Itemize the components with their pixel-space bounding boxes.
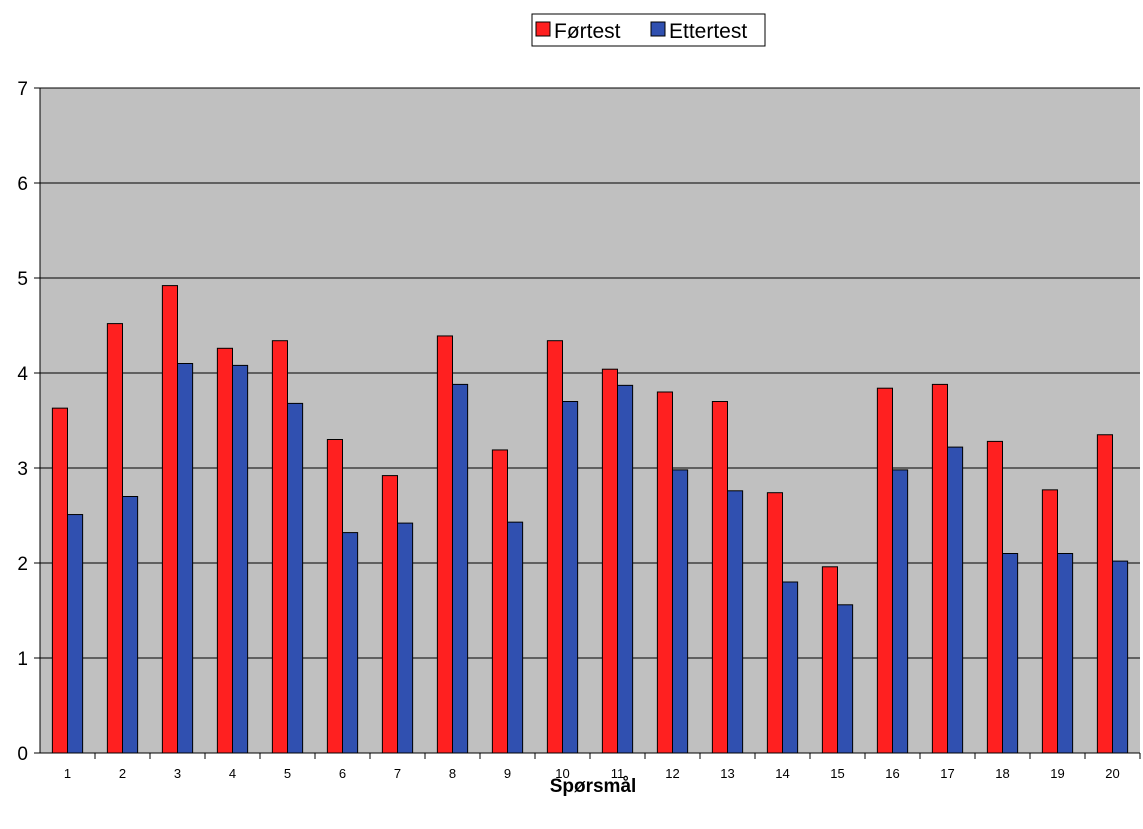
bar-f-rtest-12 (657, 392, 672, 753)
legend-label-fortest: Førtest (554, 20, 621, 43)
x-tick-label: 4 (229, 766, 236, 781)
bar-ettertest-20 (1113, 561, 1128, 753)
x-tick-label: 5 (284, 766, 291, 781)
x-tick-label: 9 (504, 766, 511, 781)
bar-ettertest-9 (508, 522, 523, 753)
x-tick-label: 12 (665, 766, 679, 781)
y-tick-label: 1 (17, 649, 28, 670)
bar-f-rtest-13 (712, 402, 727, 754)
x-tick-label: 20 (1105, 766, 1119, 781)
x-tick-label: 19 (1050, 766, 1064, 781)
y-tick-label: 2 (17, 554, 28, 575)
x-tick-label: 1 (64, 766, 71, 781)
legend-swatch-ettertest (651, 22, 665, 36)
x-axis-label: Spørsmål (550, 776, 637, 797)
bar-f-rtest-20 (1097, 435, 1112, 753)
bar-f-rtest-8 (437, 336, 452, 753)
bar-f-rtest-9 (492, 450, 507, 753)
bar-f-rtest-7 (382, 476, 397, 753)
x-tick-label: 15 (830, 766, 844, 781)
bar-ettertest-7 (398, 523, 413, 753)
legend-swatch-fortest (536, 22, 550, 36)
x-tick-label: 18 (995, 766, 1009, 781)
bar-ettertest-13 (728, 491, 743, 753)
x-tick-label: 14 (775, 766, 789, 781)
bar-f-rtest-16 (877, 388, 892, 753)
bar-f-rtest-2 (107, 324, 122, 753)
bar-ettertest-4 (233, 365, 248, 753)
bar-ettertest-14 (783, 582, 798, 753)
bar-ettertest-17 (948, 447, 963, 753)
bar-ettertest-18 (1003, 554, 1018, 754)
x-tick-label: 6 (339, 766, 346, 781)
bar-ettertest-1 (68, 515, 83, 753)
x-tick-label: 7 (394, 766, 401, 781)
x-tick-label: 3 (174, 766, 181, 781)
bar-ettertest-5 (288, 403, 303, 753)
bar-f-rtest-3 (162, 286, 177, 753)
bar-ettertest-11 (618, 385, 633, 753)
bar-ettertest-8 (453, 384, 468, 753)
plot-area (40, 88, 1140, 753)
y-tick-label: 5 (17, 269, 28, 290)
bar-ettertest-16 (893, 470, 908, 753)
x-tick-label: 2 (119, 766, 126, 781)
bar-f-rtest-19 (1042, 490, 1057, 753)
y-tick-label: 3 (17, 459, 28, 480)
bar-ettertest-10 (563, 402, 578, 754)
bar-f-rtest-14 (767, 493, 782, 753)
y-tick-label: 7 (17, 79, 28, 100)
bar-ettertest-19 (1058, 554, 1073, 754)
bar-ettertest-3 (178, 364, 193, 754)
y-tick-labels: 0 1 2 3 4 5 6 7 (17, 79, 28, 765)
x-tick-label: 16 (885, 766, 899, 781)
bar-f-rtest-18 (987, 441, 1002, 753)
y-tick-label: 0 (17, 744, 28, 765)
legend: Førtest Ettertest (532, 14, 765, 46)
bar-ettertest-2 (123, 497, 138, 754)
bar-ettertest-6 (343, 533, 358, 753)
bar-f-rtest-1 (52, 408, 67, 753)
legend-label-ettertest: Ettertest (669, 20, 747, 43)
bar-f-rtest-15 (822, 567, 837, 753)
x-tick-label: 13 (720, 766, 734, 781)
bar-f-rtest-5 (272, 341, 287, 753)
bar-f-rtest-10 (547, 341, 562, 753)
bar-f-rtest-11 (602, 369, 617, 753)
bar-f-rtest-4 (217, 348, 232, 753)
y-tick-label: 6 (17, 174, 28, 195)
bar-ettertest-15 (838, 605, 853, 753)
bar-ettertest-12 (673, 470, 688, 753)
bar-f-rtest-6 (327, 440, 342, 754)
x-tick-label: 17 (940, 766, 954, 781)
x-tick-label: 8 (449, 766, 456, 781)
bar-f-rtest-17 (932, 384, 947, 753)
y-tick-label: 4 (17, 364, 28, 385)
